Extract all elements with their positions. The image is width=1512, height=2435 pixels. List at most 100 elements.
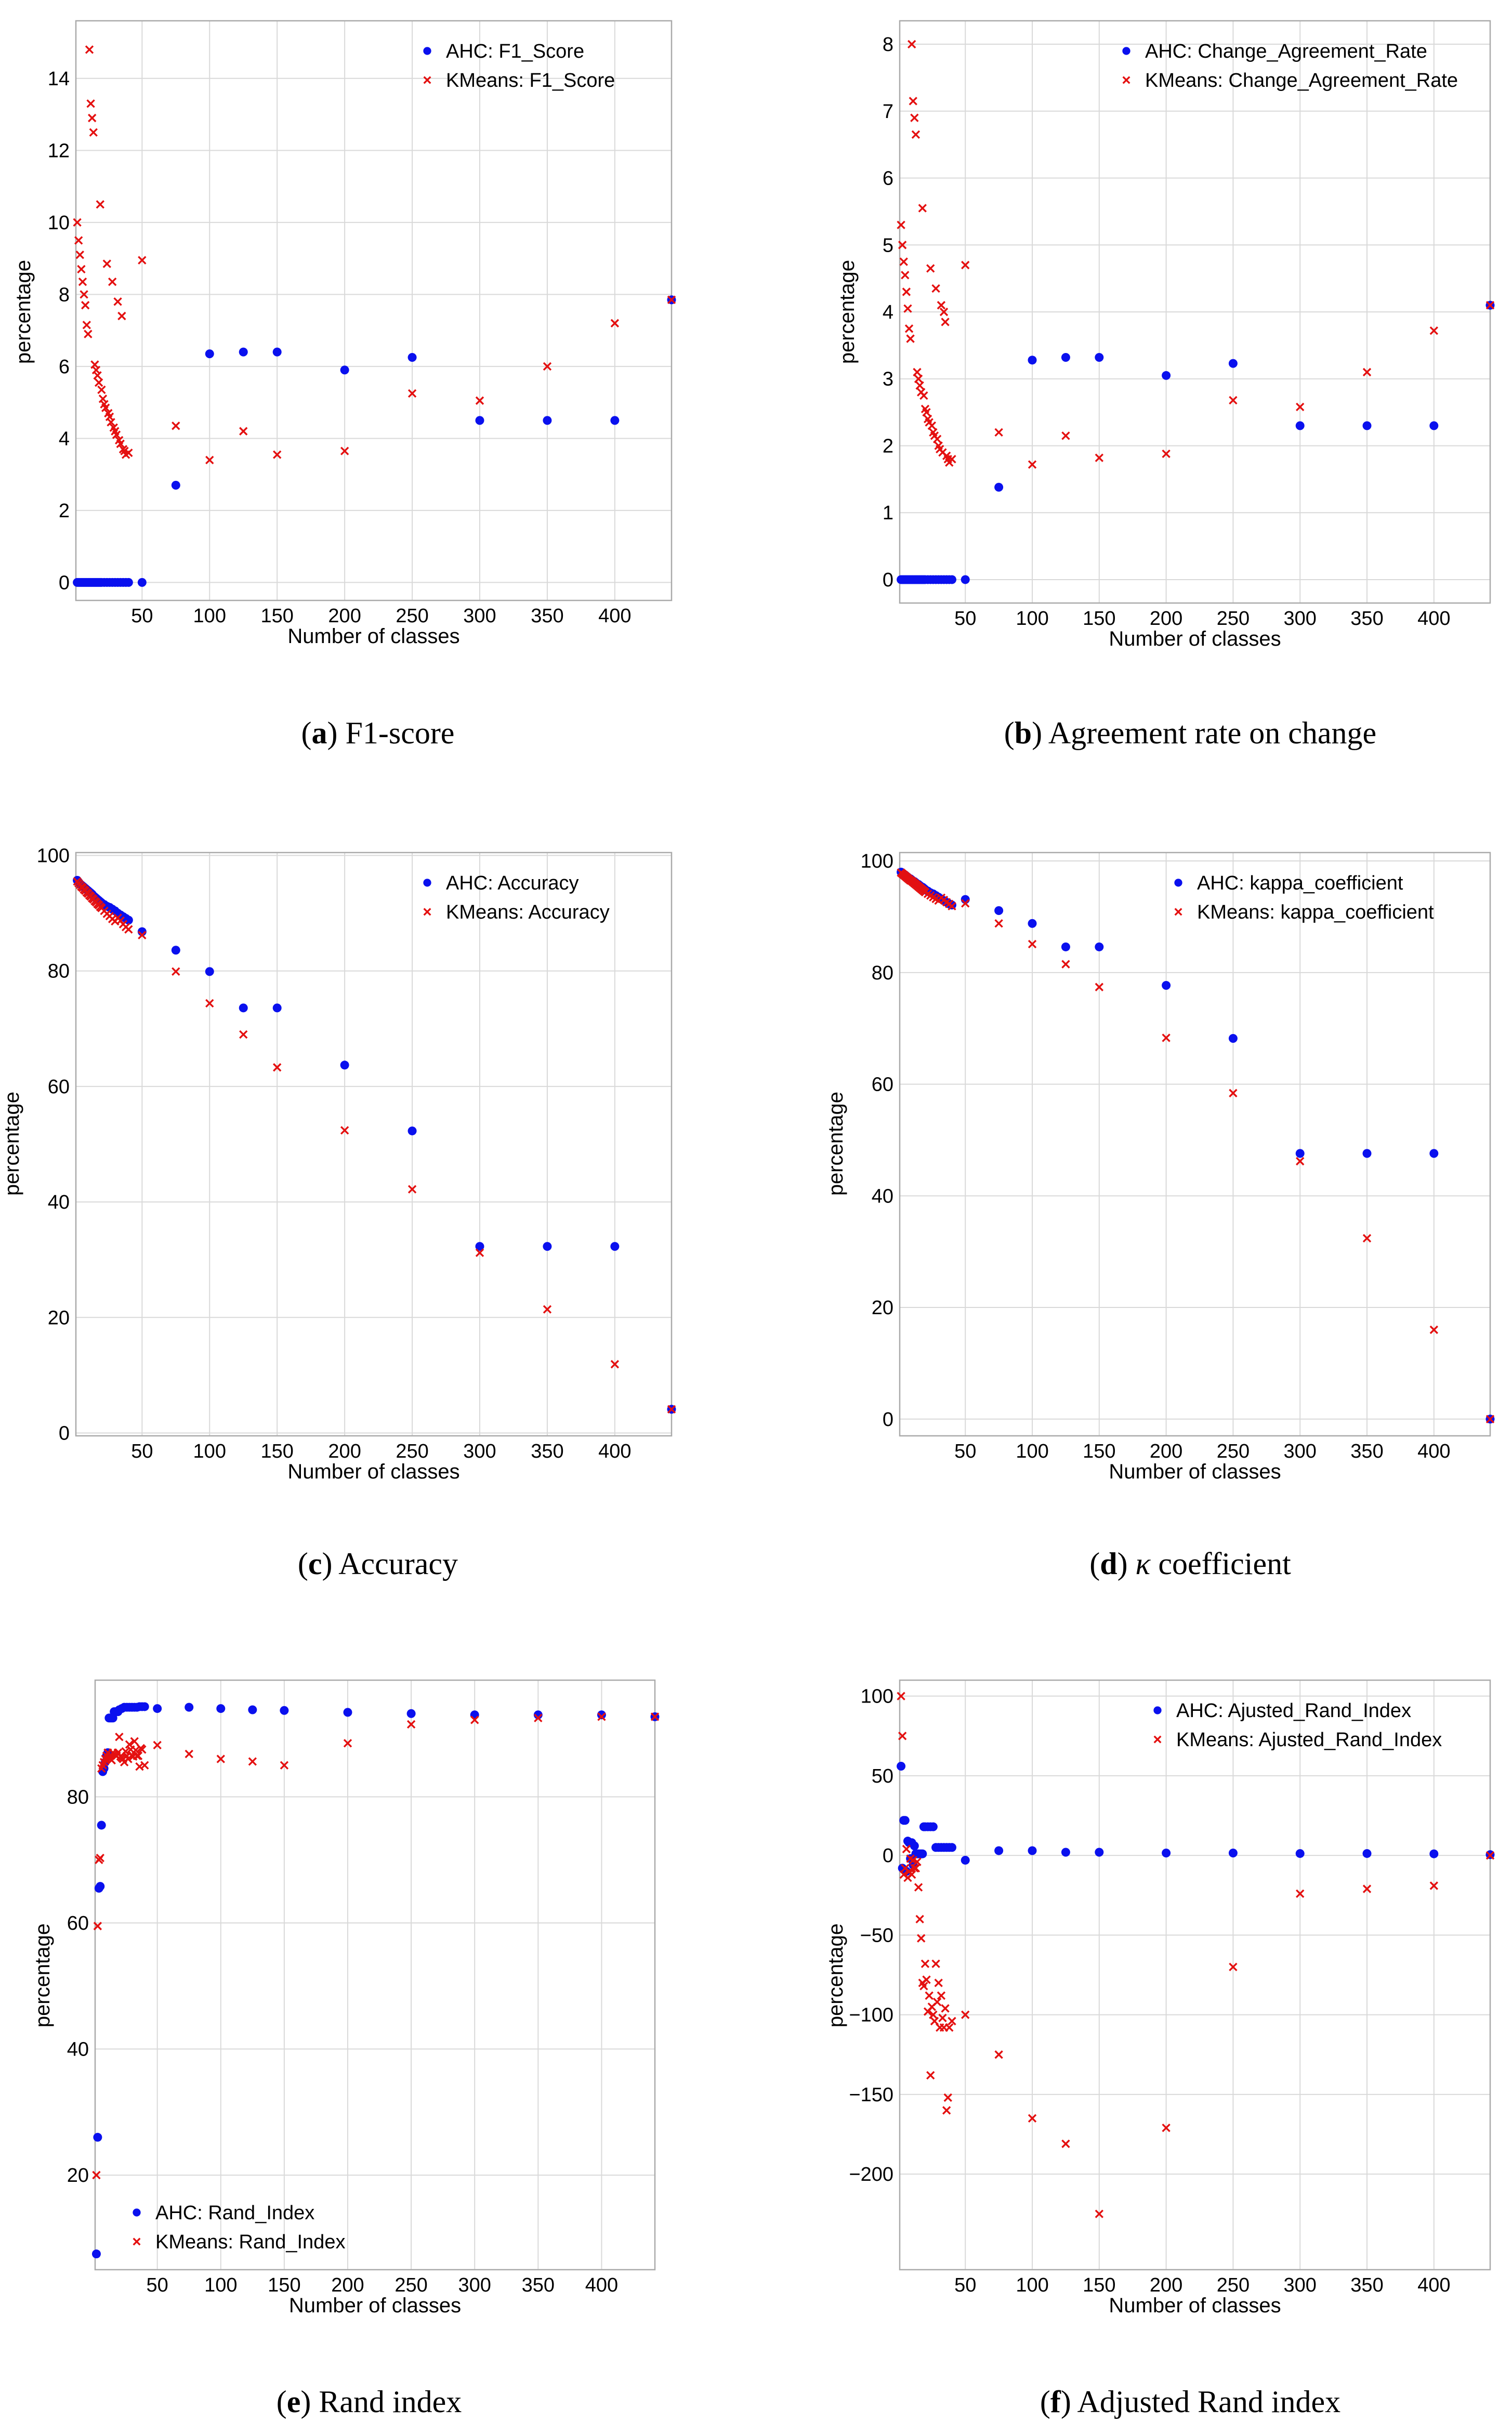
x-tick-label: 350: [1350, 2274, 1383, 2296]
data-point: [961, 260, 970, 270]
data-point: [1061, 431, 1070, 440]
data-point: [134, 1751, 143, 1760]
data-point: [93, 1921, 102, 1931]
series-ahc: [897, 868, 1495, 1424]
legend-entry: KMeans: Ajusted_Rand_Index: [1176, 1729, 1442, 1751]
data-point: [1061, 1848, 1070, 1857]
data-point: [407, 389, 417, 398]
x-tick-label: 300: [1284, 2274, 1317, 2296]
x-tick-label: 100: [193, 1441, 226, 1462]
data-point: [93, 2132, 102, 2142]
data-point: [1028, 356, 1037, 365]
data-point: [280, 1761, 289, 1770]
data-point: [948, 901, 956, 911]
data-point: [138, 256, 147, 265]
data-point: [216, 1755, 225, 1763]
data-point: [937, 300, 946, 310]
data-point: [92, 2170, 101, 2180]
x-tick-label: 400: [1417, 1441, 1450, 1462]
data-point: [913, 1857, 922, 1866]
y-axis-label: percentage: [836, 260, 859, 364]
chart-panel-c: 50 100 150 200 250 300 350 400 0 20 40 60 80 100 Numbe…: [1, 845, 676, 1581]
y-tick-label: 2: [59, 500, 70, 522]
x-tick-label: 150: [260, 1441, 293, 1462]
data-point: [1028, 2114, 1037, 2123]
data-point: [153, 1740, 162, 1750]
data-point: [597, 1712, 606, 1721]
data-point: [610, 416, 620, 425]
legend-entry: KMeans: Change_Agreement_Rate: [1145, 70, 1458, 91]
data-point: [87, 113, 97, 123]
data-point: [901, 270, 910, 280]
data-point: [138, 931, 147, 940]
data-point: [205, 967, 214, 976]
y-tick-label: 5: [883, 234, 893, 256]
data-point: [914, 1883, 923, 1892]
legend-marker: [423, 879, 431, 887]
data-point: [947, 1843, 956, 1852]
y-tick-label: 100: [861, 1686, 893, 1708]
data-point: [948, 2017, 956, 2026]
data-point: [112, 430, 121, 439]
data-point: [75, 250, 84, 259]
chart-panel-a: 50 100 150 200 250 300 350 400 0 2 4 6 8 10 12 14 Number…: [12, 20, 676, 750]
data-point: [939, 307, 949, 317]
data-point: [899, 257, 908, 266]
data-point: [1362, 368, 1372, 377]
data-point: [897, 1692, 905, 1700]
data-point: [994, 428, 1003, 437]
data-point: [239, 1003, 248, 1013]
data-point: [1362, 1884, 1372, 1893]
data-point: [272, 347, 282, 357]
y-tick-label: 14: [48, 68, 70, 90]
data-point: [1429, 1325, 1439, 1334]
y-tick-label: 100: [37, 845, 70, 867]
y-tick-label: 80: [67, 1786, 89, 1808]
y-tick-label: 40: [67, 2039, 89, 2061]
data-point: [407, 353, 417, 362]
x-tick-label: 50: [954, 1441, 976, 1462]
data-point: [74, 236, 83, 245]
panel-caption: (d) κ coefficient: [1089, 1547, 1291, 1581]
data-point: [406, 1709, 416, 1718]
x-axis-label: Number of classes: [1109, 627, 1281, 650]
x-tick-label: 250: [1217, 2274, 1250, 2296]
x-tick-label: 200: [1150, 1441, 1182, 1462]
data-point: [937, 1991, 946, 2000]
data-point: [94, 378, 103, 387]
data-point: [907, 40, 916, 49]
data-point: [994, 2050, 1003, 2059]
y-tick-label: 40: [48, 1192, 70, 1213]
x-tick-label: 300: [458, 2274, 491, 2296]
data-point: [1229, 1962, 1238, 1971]
y-tick-label: 80: [48, 961, 70, 983]
data-point: [96, 200, 104, 209]
x-tick-label: 250: [1217, 608, 1250, 630]
data-point: [407, 1126, 417, 1135]
plot-frame: [75, 852, 673, 1437]
series-ahc: [73, 295, 676, 587]
x-tick-label: 300: [1284, 1441, 1317, 1462]
data-point: [239, 1030, 248, 1039]
legend-entry: AHC: Ajusted_Rand_Index: [1176, 1700, 1411, 1722]
y-tick-label: 0: [59, 1422, 70, 1444]
x-tick-label: 50: [147, 2274, 168, 2296]
legend-marker: [423, 47, 431, 55]
data-point: [931, 1959, 940, 1968]
data-point: [941, 318, 950, 326]
panel-caption: (e) Rand index: [277, 2385, 462, 2419]
data-point: [171, 946, 180, 955]
data-point: [1429, 1881, 1439, 1890]
data-point: [929, 2010, 938, 2019]
x-tick-label: 150: [260, 605, 293, 627]
y-tick-label: −50: [860, 1925, 893, 1946]
x-tick-label: 350: [522, 2274, 555, 2296]
legend-marker: [423, 908, 431, 916]
data-point: [91, 2249, 101, 2259]
data-point: [93, 371, 102, 380]
data-point: [1162, 1033, 1171, 1042]
x-tick-label: 200: [1150, 2274, 1182, 2296]
panel-caption: (c) Accuracy: [298, 1547, 458, 1581]
y-axis-label: percentage: [824, 1092, 847, 1196]
x-tick-label: 400: [598, 605, 631, 627]
